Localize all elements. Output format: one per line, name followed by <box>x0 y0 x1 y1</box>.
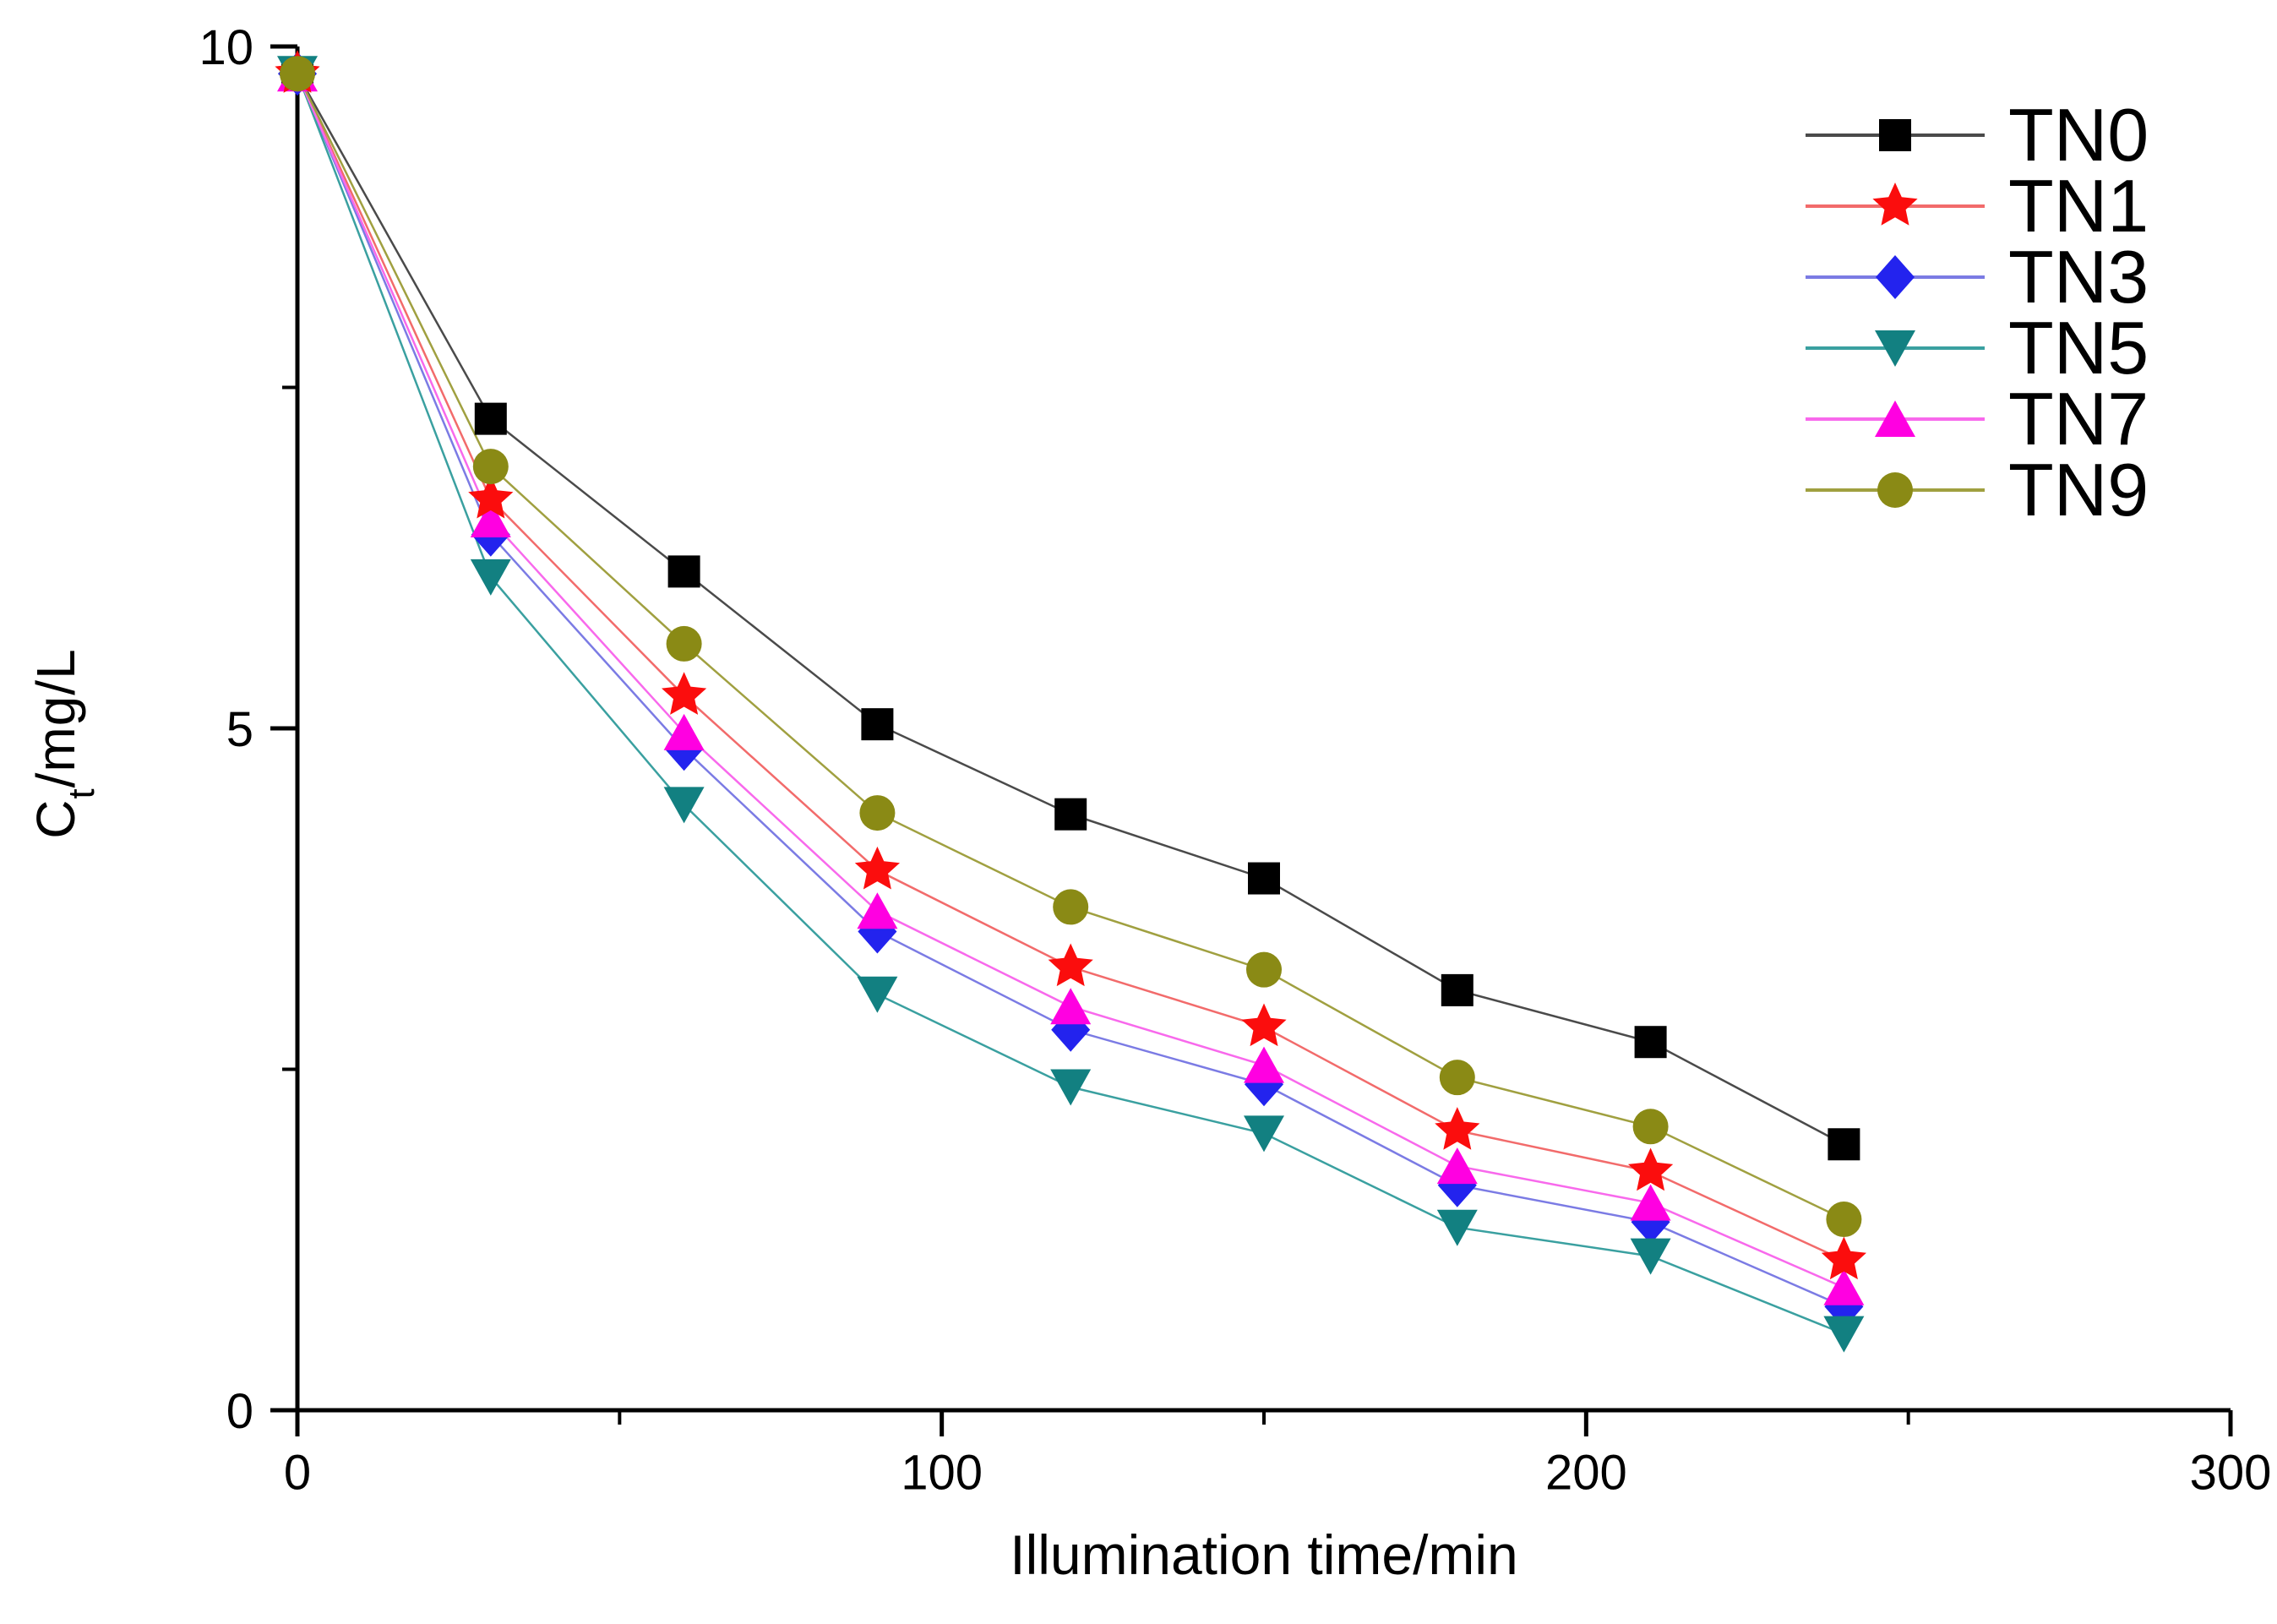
square-marker <box>1054 798 1087 831</box>
circle-marker <box>666 625 702 662</box>
y-axis-title-main: C <box>25 798 86 839</box>
circle-marker <box>280 56 315 92</box>
circle-marker <box>1632 1109 1669 1145</box>
circle-marker <box>1826 1202 1862 1238</box>
star-marker <box>1048 943 1093 987</box>
series-line-tn5 <box>296 73 1844 1335</box>
legend-item-tn1: TN1 <box>1804 164 2149 248</box>
legend-label-tn5: TN5 <box>2008 306 2149 390</box>
x-axis-tick-label: 0 <box>284 1446 311 1501</box>
star-marker <box>1241 1003 1287 1047</box>
square-marker <box>1634 1026 1667 1059</box>
x-axis-tick-label: 100 <box>901 1446 983 1501</box>
legend: TN0 TN1 TN3 TN5 TN7 TN9 <box>1804 93 2149 531</box>
square-marker <box>1248 862 1280 895</box>
triangle-up-marker <box>1050 988 1092 1025</box>
triangle-up-marker <box>470 501 511 538</box>
series-markers-tn3 <box>278 52 1864 1329</box>
legend-swatch-tn9 <box>1806 472 1985 508</box>
series-markers-tn7 <box>277 55 1865 1305</box>
legend-item-tn3: TN3 <box>1804 235 2149 319</box>
star-marker <box>854 846 900 890</box>
triangle-up-icon <box>1875 401 1915 437</box>
y-axis-tick-label: 10 <box>199 20 253 75</box>
square-marker <box>667 555 700 588</box>
triangle-down-marker <box>1823 1316 1865 1353</box>
legend-label-tn7: TN7 <box>2008 377 2149 460</box>
square-marker <box>1828 1128 1860 1161</box>
legend-item-tn7: TN7 <box>1804 377 2149 460</box>
triangle-down-marker <box>470 559 511 596</box>
x-axis-tick-label: 300 <box>2190 1446 2272 1501</box>
circle-marker <box>1439 1060 1475 1096</box>
triangle-up-marker <box>663 713 705 750</box>
legend-label-tn1: TN1 <box>2008 164 2149 248</box>
x-axis-tick-label: 200 <box>1545 1446 1627 1501</box>
triangle-up-marker <box>1244 1046 1284 1083</box>
circle-marker <box>472 449 509 485</box>
legend-swatch-tn3 <box>1806 255 1985 299</box>
square-marker <box>1441 973 1474 1006</box>
square-marker <box>861 708 894 741</box>
legend-swatch-tn0 <box>1806 119 1985 151</box>
legend-label-tn0: TN0 <box>2008 93 2149 177</box>
legend-swatch-tn1 <box>1806 183 1985 226</box>
y-axis-tick-label: 0 <box>226 1384 253 1439</box>
series-markers-tn9 <box>280 56 1862 1238</box>
legend-item-tn5: TN5 <box>1804 306 2149 390</box>
circle-marker <box>1053 889 1089 925</box>
series-line-tn3 <box>296 73 1844 1308</box>
y-axis-title-subscript: t <box>62 787 103 799</box>
star-marker <box>1435 1107 1480 1150</box>
triangle-up-marker <box>1823 1268 1865 1305</box>
star-marker <box>468 475 514 519</box>
circle-marker <box>859 795 896 831</box>
legend-label-tn3: TN3 <box>2008 235 2149 319</box>
square-icon <box>1879 119 1911 151</box>
star-marker <box>662 672 707 715</box>
star-icon <box>1872 183 1918 226</box>
series-markers-tn5 <box>277 56 1865 1353</box>
x-axis-title: Illumination time/min <box>1010 1523 1518 1586</box>
triangle-down-marker <box>1436 1209 1478 1246</box>
triangle-down-icon <box>1875 330 1915 367</box>
legend-item-tn9: TN9 <box>1804 448 2149 531</box>
legend-swatch-tn5 <box>1806 330 1985 367</box>
diamond-icon <box>1876 255 1915 299</box>
star-marker <box>1821 1236 1866 1280</box>
series-line-tn0 <box>296 73 1844 1146</box>
triangle-up-marker <box>1630 1184 1671 1221</box>
circle-icon <box>1877 472 1913 508</box>
y-axis-title-units: /mg/L <box>25 648 86 788</box>
triangle-down-marker <box>1050 1069 1092 1106</box>
triangle-down-marker <box>857 976 898 1013</box>
triangle-down-marker <box>1630 1238 1671 1275</box>
y-axis-title: Ct/mg/L <box>25 648 102 839</box>
triangle-down-marker <box>663 787 705 824</box>
circle-marker <box>1246 951 1282 988</box>
star-marker <box>1628 1147 1674 1191</box>
triangle-down-marker <box>1244 1115 1284 1153</box>
legend-swatch-tn7 <box>1806 401 1985 437</box>
legend-item-tn0: TN0 <box>1804 93 2149 177</box>
triangle-up-marker <box>857 892 898 929</box>
y-axis-tick-label: 5 <box>226 702 253 757</box>
triangle-up-marker <box>1436 1147 1478 1185</box>
legend-label-tn9: TN9 <box>2008 448 2149 531</box>
square-marker <box>474 402 507 435</box>
